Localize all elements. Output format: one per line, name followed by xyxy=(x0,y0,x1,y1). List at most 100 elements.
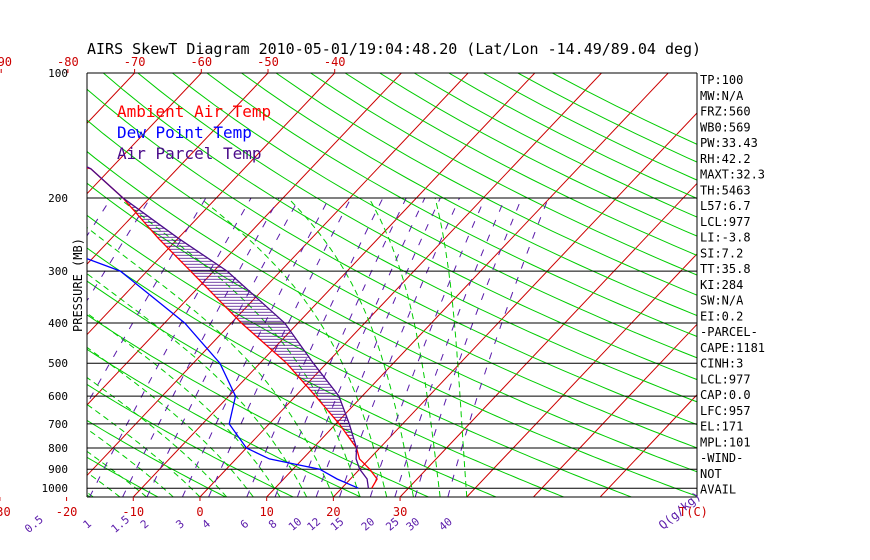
index-text: PW:33.43 xyxy=(700,136,758,150)
top-temp-label: -50 xyxy=(257,55,279,69)
bottom-temp-label: -30 xyxy=(0,505,11,519)
top-temp-label: -80 xyxy=(57,55,79,69)
top-temp-label: -40 xyxy=(324,55,346,69)
mixing-ratio-label: 40 xyxy=(436,515,455,533)
index-text: EL:171 xyxy=(700,420,743,434)
mixing-ratio-line xyxy=(246,197,384,497)
index-text: LI:-3.8 xyxy=(700,231,751,245)
index-text: NOT xyxy=(700,467,722,481)
pressure-tick-label: 100 xyxy=(48,67,68,80)
isotherm xyxy=(87,73,202,195)
top-temperature-ticks: -120-110-100-90-80-70-60-50-40 xyxy=(0,55,346,73)
index-text: SW:N/A xyxy=(700,294,744,308)
legend-dewpoint: Dew Point Temp xyxy=(117,123,252,142)
moist-adiabat xyxy=(87,346,254,497)
pressure-tick-label: 400 xyxy=(48,317,68,330)
bottom-temp-unit: T(C) xyxy=(679,505,708,519)
dry-adiabat xyxy=(275,73,697,296)
index-text: MW:N/A xyxy=(700,89,744,103)
mixing-ratio-label: 3 xyxy=(173,517,186,531)
moist-adiabat xyxy=(87,312,281,497)
index-text: RH:42.2 xyxy=(700,152,751,166)
pressure-lines xyxy=(86,72,698,498)
dry-adiabat xyxy=(87,383,294,497)
chart-title: AIRS SkewT Diagram 2010-05-01/19:04:48.2… xyxy=(87,40,701,58)
index-text: MAXT:32.3 xyxy=(700,168,765,182)
cape-hatch xyxy=(123,197,357,448)
pressure-tick-label: 800 xyxy=(48,442,68,455)
index-text: CAPE:1181 xyxy=(700,341,765,355)
pressure-tick-label: 500 xyxy=(48,357,68,370)
index-text: SI:7.2 xyxy=(700,246,743,260)
bottom-temp-label: 0 xyxy=(196,505,203,519)
moist-adiabat xyxy=(87,428,174,497)
index-text: -WIND- xyxy=(700,451,743,465)
index-text: TH:5463 xyxy=(700,183,751,197)
dry-adiabat xyxy=(87,280,497,497)
dry-adiabat-lines xyxy=(0,73,697,497)
moist-adiabat xyxy=(87,450,147,497)
isotherm xyxy=(333,112,697,497)
dry-adiabat xyxy=(87,314,429,497)
index-text: AVAIL xyxy=(700,483,736,497)
index-text: WB0:569 xyxy=(700,120,751,134)
top-temp-label: -60 xyxy=(190,55,212,69)
mixing-ratio-line xyxy=(447,197,549,497)
index-text: KI:284 xyxy=(700,278,743,292)
mixing-ratio-line xyxy=(208,197,352,497)
dry-adiabat xyxy=(137,73,697,381)
mixing-ratio-line xyxy=(296,197,426,497)
pressure-tick-label: 1000 xyxy=(42,482,69,495)
dewpoint-temp-line xyxy=(87,258,359,489)
mixing-ratio-line xyxy=(89,197,252,497)
legend-parcel: Air Parcel Temp xyxy=(117,144,262,163)
mixing-ratio-label: 2 xyxy=(138,517,151,531)
pressure-tick-label: 700 xyxy=(48,418,68,431)
mixing-ratio-line xyxy=(369,197,486,497)
pressure-tick-label: 600 xyxy=(48,390,68,403)
bottom-temp-label: 10 xyxy=(259,505,273,519)
isotherm xyxy=(87,73,269,265)
mixing-ratio-line xyxy=(181,197,330,497)
isotherm xyxy=(399,182,697,497)
dry-adiabat xyxy=(87,182,697,497)
isotherm xyxy=(87,73,135,124)
index-text: L57:6.7 xyxy=(700,199,751,213)
dry-adiabat xyxy=(87,214,632,497)
moist-adiabat xyxy=(368,197,441,497)
index-text: MPL:101 xyxy=(700,435,751,449)
pressure-tick-label: 300 xyxy=(48,265,68,278)
dry-adiabat xyxy=(241,73,697,317)
profile-series xyxy=(87,166,378,489)
mixing-ratio-line xyxy=(315,197,441,497)
index-text: EI:0.2 xyxy=(700,309,743,323)
dry-adiabat xyxy=(206,73,697,338)
pressure-ticks: 100 200 300 400 500 600 700 800 900 1000 xyxy=(42,67,69,495)
mixing-ratio-label: 12 xyxy=(305,515,324,533)
index-text: TT:35.8 xyxy=(700,262,751,276)
isotherm xyxy=(87,73,469,477)
index-text: LFC:957 xyxy=(700,404,751,418)
index-text: LCL:977 xyxy=(700,215,751,229)
moist-adiabat xyxy=(118,197,361,497)
moist-adiabat xyxy=(87,226,334,497)
mixing-ratio-line xyxy=(274,197,407,497)
mixing-ratio-line xyxy=(339,197,460,497)
moist-adiabat xyxy=(287,197,414,497)
bottom-temp-label: 20 xyxy=(326,505,340,519)
isotherm xyxy=(533,323,697,497)
mixing-ratio-line xyxy=(394,197,506,497)
dry-adiabat xyxy=(87,247,564,497)
legend-ambient: Ambient Air Temp xyxy=(117,102,271,121)
isotherm xyxy=(0,73,68,497)
mixing-ratio-line xyxy=(414,197,523,497)
index-text: -PARCEL- xyxy=(700,325,758,339)
mixing-ratio-label: 10 xyxy=(286,515,305,533)
moist-adiabat xyxy=(87,376,228,497)
moist-adiabat xyxy=(87,273,308,497)
dry-adiabat xyxy=(0,73,23,497)
dry-adiabat xyxy=(102,73,697,403)
